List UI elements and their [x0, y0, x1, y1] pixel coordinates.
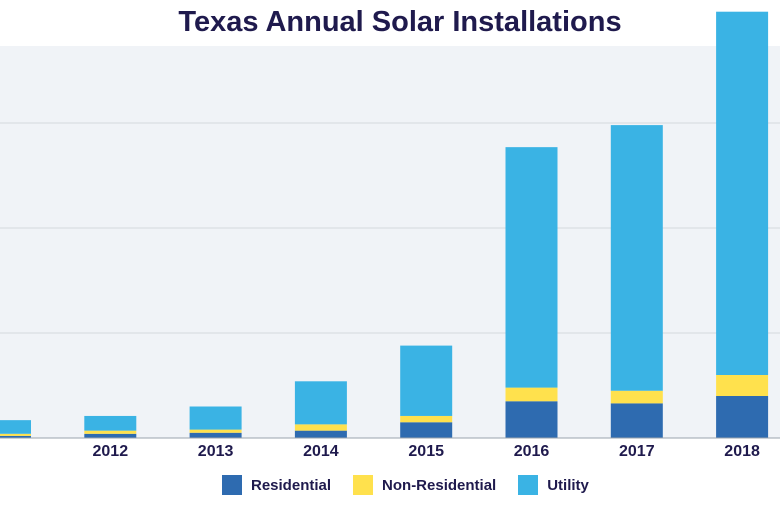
bar-2018-residential	[716, 396, 769, 438]
bar-2012-residential	[84, 433, 137, 438]
legend-item-utility: Utility	[518, 475, 589, 495]
bar-2013-utility	[189, 406, 242, 430]
bar-2016-utility	[505, 147, 558, 388]
bar-2016-non-residential	[505, 387, 558, 402]
bar-2012-non-residential	[84, 430, 137, 434]
legend-swatch-residential	[222, 475, 242, 495]
legend-item-residential: Residential	[222, 475, 331, 495]
x-tick-label: 2016	[514, 443, 550, 460]
x-tick-label: 2015	[408, 443, 444, 460]
plot-background	[0, 46, 780, 438]
x-tick-label: 2013	[198, 443, 234, 460]
bar-2014-utility	[294, 381, 347, 425]
legend-label-utility: Utility	[547, 476, 589, 494]
legend-label-residential: Residential	[251, 476, 332, 494]
x-tick-label: 2018	[724, 443, 760, 460]
bar-2012-utility	[84, 415, 137, 431]
x-tick-label: 2014	[303, 443, 339, 460]
bar-2013-non-residential	[189, 429, 242, 433]
legend-label-non-residential: Non-Residential	[382, 476, 497, 494]
bar-2011-utility	[0, 420, 31, 434]
x-tick-label: 2012	[93, 443, 129, 460]
bar-2016-residential	[505, 401, 558, 438]
bar-2015-non-residential	[400, 415, 453, 423]
bar-2018-utility	[716, 11, 769, 375]
bar-2014-non-residential	[294, 424, 347, 431]
chart-title: Texas Annual Solar Installations	[178, 6, 622, 38]
bar-2017-utility	[610, 125, 663, 391]
legend: Residential Non-Residential Utility	[222, 475, 611, 495]
x-tick-label: 2017	[619, 443, 655, 460]
bar-2018-non-residential	[716, 375, 769, 396]
legend-swatch-non-residential	[353, 475, 374, 495]
bar-2011-non-residential	[0, 433, 31, 436]
bar-2015-residential	[400, 422, 453, 438]
legend-swatch-utility	[518, 475, 539, 495]
bar-2013-residential	[189, 432, 242, 438]
bar-2015-utility	[400, 345, 453, 416]
bar-2011-residential	[0, 435, 31, 438]
bars	[0, 11, 769, 438]
legend-item-non-residential: Non-Residential	[353, 475, 496, 495]
x-tick-labels: 2012 2013 2014 2015 2016 2017 2018	[93, 443, 760, 460]
bar-2017-non-residential	[610, 390, 663, 404]
bar-2014-residential	[294, 430, 347, 438]
bar-2017-residential	[610, 403, 663, 438]
